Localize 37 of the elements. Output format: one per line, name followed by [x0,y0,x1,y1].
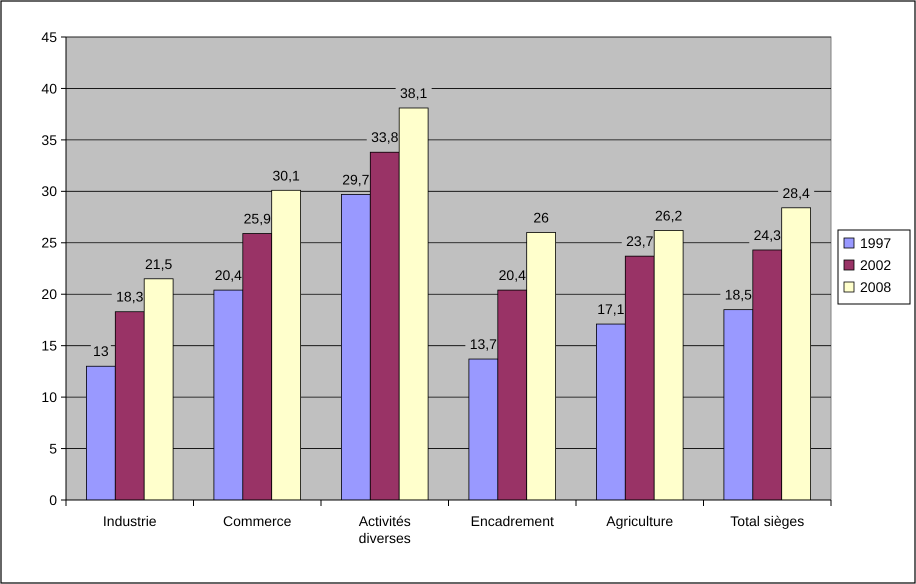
data-label: 30,1 [272,167,300,184]
y-tick-label: 45 [41,28,58,45]
y-tick-label: 5 [49,440,58,456]
y-tick-label: 40 [41,80,58,96]
data-label: 18,3 [116,288,144,305]
data-label: 26 [533,209,550,226]
data-label: 21,5 [145,256,172,272]
data-label: 13 [93,343,109,360]
y-tick-label: 0 [49,492,58,508]
data-label: 20,4 [214,267,242,284]
y-tick-label: 15 [41,338,58,354]
y-tick-label: 35 [41,132,58,148]
data-label: 18,5 [724,286,752,303]
x-tick-label: Activités diverses [358,513,411,546]
y-tick-label: 10 [41,389,58,406]
x-tick-label: Industrie [102,513,157,529]
data-label: 26,2 [655,207,682,224]
legend-label: 2002 [860,256,892,273]
x-tick-label: Agriculture [606,513,674,529]
y-tick-label: 30 [41,183,58,200]
data-label: 23,7 [626,233,654,250]
data-label: 13,7 [470,336,498,352]
legend-label: 1997 [860,234,892,251]
x-tick-label: Commerce [223,513,292,529]
x-tick-label: Total sièges [730,513,804,529]
data-label: 17,1 [597,301,625,318]
y-tick-label: 25 [41,234,58,251]
legend-label: 2008 [860,278,892,295]
data-label: 28,4 [782,184,810,201]
x-tick-label: Encadrement [470,513,554,529]
data-label: 25,9 [244,210,272,227]
data-label: 24,3 [754,226,782,243]
data-label: 38,1 [400,84,428,101]
data-label: 29,7 [342,171,370,188]
y-tick-label: 20 [41,286,58,302]
data-label: 33,8 [371,129,399,146]
data-label: 20,4 [498,267,526,284]
